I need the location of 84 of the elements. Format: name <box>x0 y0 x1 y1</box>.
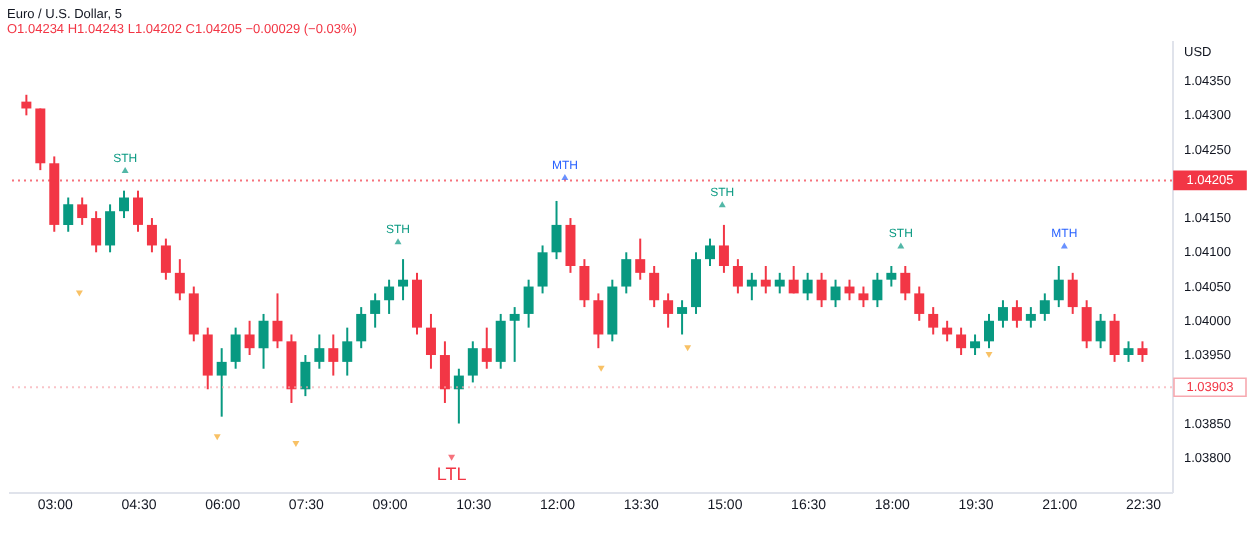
candlestick <box>105 203 116 254</box>
candlestick <box>970 333 981 357</box>
candlestick <box>1123 340 1134 363</box>
candlestick <box>1081 299 1092 350</box>
candlestick <box>439 340 450 404</box>
candlestick <box>704 237 715 267</box>
candlestick <box>398 258 409 302</box>
candlestick <box>774 271 785 295</box>
candlestick <box>649 265 660 309</box>
point <box>684 345 692 352</box>
candlestick <box>760 265 771 295</box>
point <box>597 365 605 372</box>
candlestick <box>830 278 841 309</box>
candlestick <box>412 271 422 336</box>
candlestick <box>551 199 562 261</box>
candlestick <box>174 258 185 302</box>
candlestick <box>342 326 353 377</box>
candlestick <box>858 285 869 309</box>
candlestick <box>1109 312 1120 363</box>
candlestick <box>384 278 395 315</box>
point <box>213 434 221 441</box>
point <box>985 352 993 359</box>
candlestick <box>272 292 283 350</box>
candlestick <box>746 271 757 302</box>
candlestick <box>1095 312 1106 350</box>
candlestick <box>328 333 339 377</box>
candlestick <box>244 319 255 357</box>
candlestick <box>816 271 827 309</box>
candlestick <box>91 210 102 254</box>
candlestick <box>984 312 994 350</box>
candlestick <box>1025 306 1036 329</box>
candlestick <box>579 258 590 309</box>
candlestick <box>537 244 548 295</box>
point <box>292 441 300 448</box>
candlestick <box>467 340 478 384</box>
candlestick <box>1039 292 1050 322</box>
point <box>121 167 129 174</box>
candlestick <box>663 292 674 329</box>
candlestick <box>216 347 227 418</box>
candlestick <box>872 271 883 309</box>
candlestick <box>802 271 813 302</box>
candlestick <box>788 265 799 295</box>
candlestick <box>1137 340 1148 363</box>
candlestick <box>565 217 576 274</box>
point <box>75 290 83 297</box>
candlestick <box>146 217 157 254</box>
candlestick <box>425 312 436 370</box>
candlestick <box>607 278 618 343</box>
candlestick <box>593 292 604 350</box>
candlestick <box>77 196 88 226</box>
candlestick <box>691 251 702 315</box>
candlestick <box>230 326 241 370</box>
candlestick <box>1011 299 1022 329</box>
candlestick <box>63 196 74 233</box>
candlestick <box>286 333 297 404</box>
candlestick <box>258 312 269 370</box>
candlestick <box>132 189 143 233</box>
candlestick <box>495 312 506 370</box>
candlestick <box>1067 271 1078 315</box>
candlestick <box>523 278 534 329</box>
candlestick <box>900 265 911 302</box>
candlestick <box>202 326 213 391</box>
candlestick <box>997 299 1008 329</box>
candlestick <box>718 223 729 274</box>
candlestick <box>509 306 520 363</box>
candlestick <box>314 333 325 370</box>
candlestick <box>928 306 939 336</box>
candlestick <box>481 326 492 370</box>
annotation: LTL <box>436 463 467 484</box>
candlestick <box>188 285 199 343</box>
candlestick <box>370 292 381 329</box>
candlestick <box>160 237 171 281</box>
candlestick <box>621 251 632 295</box>
candlestick <box>356 306 367 350</box>
candlestick <box>677 299 688 336</box>
candlestick <box>300 354 311 398</box>
point <box>448 454 456 461</box>
candlestick <box>886 265 897 288</box>
candlestick <box>732 258 743 295</box>
candlestick <box>914 285 925 322</box>
candlestick <box>1053 265 1064 309</box>
candlestick <box>119 189 130 220</box>
candlestick <box>956 326 967 357</box>
candlestick <box>635 237 646 281</box>
